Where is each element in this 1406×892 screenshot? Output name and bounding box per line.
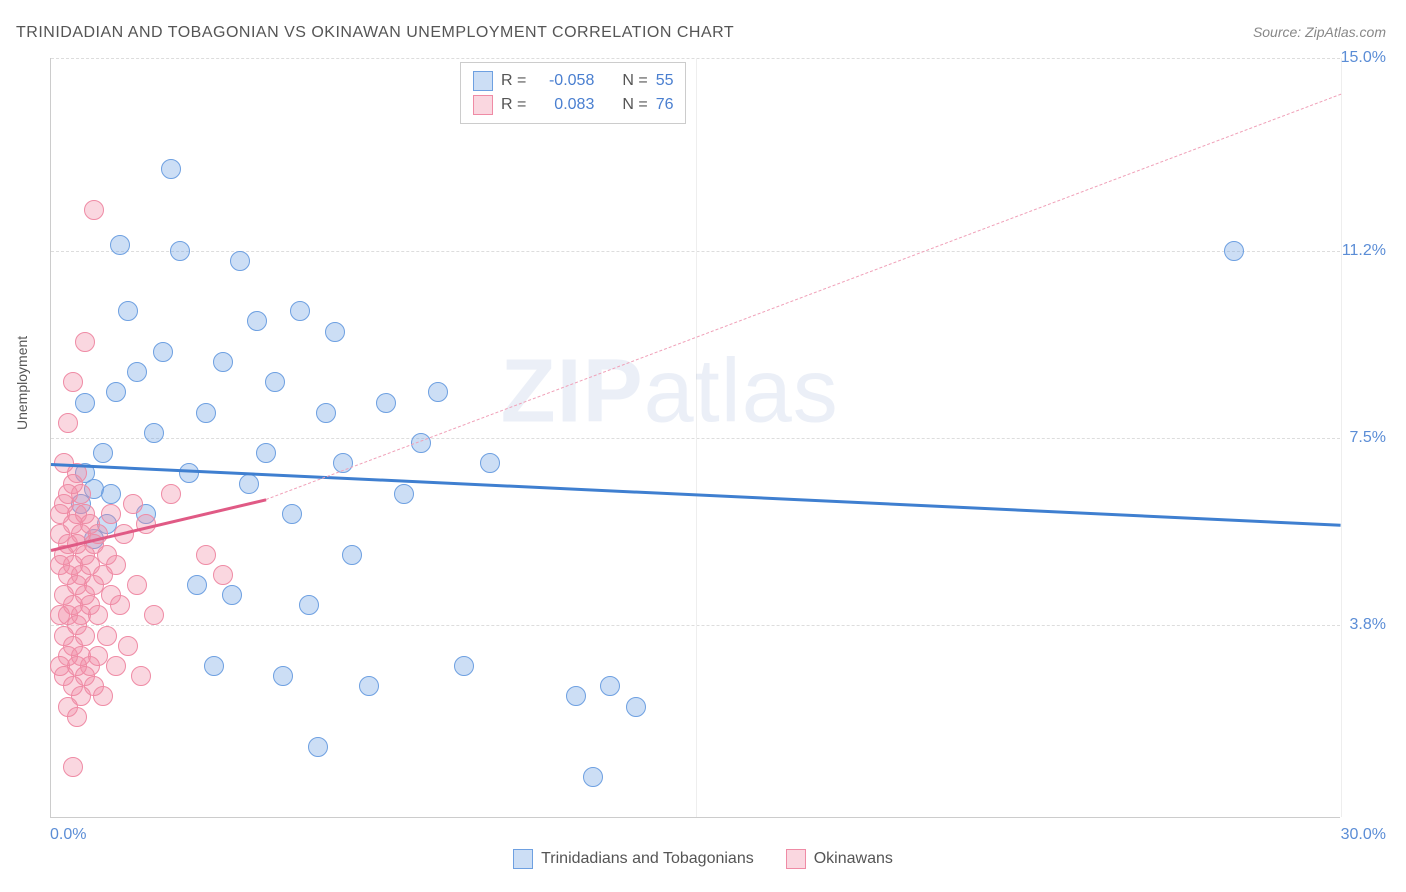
- scatter-point: [265, 372, 285, 392]
- scatter-point: [106, 382, 126, 402]
- legend-swatch: [473, 95, 493, 115]
- scatter-point: [1224, 241, 1244, 261]
- scatter-point: [196, 403, 216, 423]
- scatter-point: [239, 474, 259, 494]
- x-max-label: 30.0%: [1341, 826, 1386, 844]
- watermark-rest: atlas: [644, 341, 839, 441]
- scatter-point: [106, 555, 126, 575]
- scatter-point: [88, 605, 108, 625]
- scatter-point: [110, 595, 130, 615]
- scatter-point: [63, 757, 83, 777]
- scatter-point: [256, 443, 276, 463]
- n-value: 55: [656, 69, 674, 93]
- x-min-label: 0.0%: [50, 826, 86, 844]
- scatter-point: [454, 656, 474, 676]
- scatter-point: [67, 707, 87, 727]
- scatter-point: [101, 484, 121, 504]
- chart-container: TRINIDADIAN AND TOBAGONIAN VS OKINAWAN U…: [0, 0, 1406, 892]
- scatter-point: [75, 393, 95, 413]
- scatter-point: [153, 342, 173, 362]
- scatter-point: [196, 545, 216, 565]
- scatter-point: [282, 504, 302, 524]
- r-label: R =: [501, 69, 526, 93]
- legend-series-label: Trinidadians and Tobagonians: [541, 850, 754, 868]
- scatter-point: [118, 636, 138, 656]
- scatter-point: [106, 656, 126, 676]
- scatter-point: [222, 585, 242, 605]
- scatter-point: [75, 332, 95, 352]
- legend-series-item: Trinidadians and Tobagonians: [513, 849, 754, 869]
- scatter-point: [394, 484, 414, 504]
- scatter-point: [273, 666, 293, 686]
- gridline-vertical: [1341, 58, 1342, 817]
- scatter-point: [213, 565, 233, 585]
- scatter-point: [127, 362, 147, 382]
- n-label: N =: [622, 93, 647, 117]
- scatter-point: [299, 595, 319, 615]
- scatter-point: [123, 494, 143, 514]
- scatter-point: [58, 413, 78, 433]
- scatter-point: [93, 686, 113, 706]
- scatter-point: [161, 484, 181, 504]
- scatter-point: [179, 463, 199, 483]
- scatter-point: [93, 443, 113, 463]
- legend-correlation-row: R = -0.058 N = 55: [473, 69, 673, 93]
- plot-area: ZIPatlas: [50, 58, 1340, 818]
- scatter-point: [316, 403, 336, 423]
- scatter-point: [97, 626, 117, 646]
- scatter-point: [161, 159, 181, 179]
- scatter-point: [144, 423, 164, 443]
- source-label: Source: ZipAtlas.com: [1253, 24, 1386, 40]
- scatter-point: [247, 311, 267, 331]
- scatter-point: [84, 200, 104, 220]
- scatter-point: [583, 767, 603, 787]
- scatter-point: [342, 545, 362, 565]
- r-value: -0.058: [534, 69, 594, 93]
- chart-title: TRINIDADIAN AND TOBAGONIAN VS OKINAWAN U…: [16, 24, 734, 42]
- legend-series-item: Okinawans: [786, 849, 893, 869]
- scatter-point: [480, 453, 500, 473]
- n-label: N =: [622, 69, 647, 93]
- scatter-point: [359, 676, 379, 696]
- scatter-point: [566, 686, 586, 706]
- scatter-point: [230, 251, 250, 271]
- scatter-point: [71, 484, 91, 504]
- correlation-legend: R = -0.058 N = 55 R = 0.083 N = 76: [460, 62, 686, 124]
- watermark-bold: ZIP: [501, 341, 644, 441]
- legend-series-label: Okinawans: [814, 850, 893, 868]
- scatter-point: [308, 737, 328, 757]
- y-axis-label: Unemployment: [14, 336, 30, 430]
- y-tick-label: 15.0%: [1341, 49, 1386, 67]
- y-tick-label: 3.8%: [1350, 616, 1386, 634]
- scatter-point: [626, 697, 646, 717]
- r-label: R =: [501, 93, 526, 117]
- scatter-point: [110, 235, 130, 255]
- scatter-point: [170, 241, 190, 261]
- scatter-point: [75, 626, 95, 646]
- scatter-point: [600, 676, 620, 696]
- r-value: 0.083: [534, 93, 594, 117]
- scatter-point: [127, 575, 147, 595]
- legend-swatch: [513, 849, 533, 869]
- scatter-point: [213, 352, 233, 372]
- legend-swatch: [473, 71, 493, 91]
- legend-swatch: [786, 849, 806, 869]
- scatter-point: [118, 301, 138, 321]
- scatter-point: [290, 301, 310, 321]
- scatter-point: [376, 393, 396, 413]
- n-value: 76: [656, 93, 674, 117]
- scatter-point: [325, 322, 345, 342]
- gridline-vertical: [696, 58, 697, 817]
- series-legend: Trinidadians and Tobagonians Okinawans: [0, 849, 1406, 874]
- scatter-point: [63, 372, 83, 392]
- scatter-point: [101, 504, 121, 524]
- y-tick-label: 11.2%: [1342, 242, 1386, 260]
- scatter-point: [428, 382, 448, 402]
- scatter-point: [204, 656, 224, 676]
- legend-correlation-row: R = 0.083 N = 76: [473, 93, 673, 117]
- scatter-point: [131, 666, 151, 686]
- y-tick-label: 7.5%: [1350, 429, 1386, 447]
- scatter-point: [144, 605, 164, 625]
- scatter-point: [187, 575, 207, 595]
